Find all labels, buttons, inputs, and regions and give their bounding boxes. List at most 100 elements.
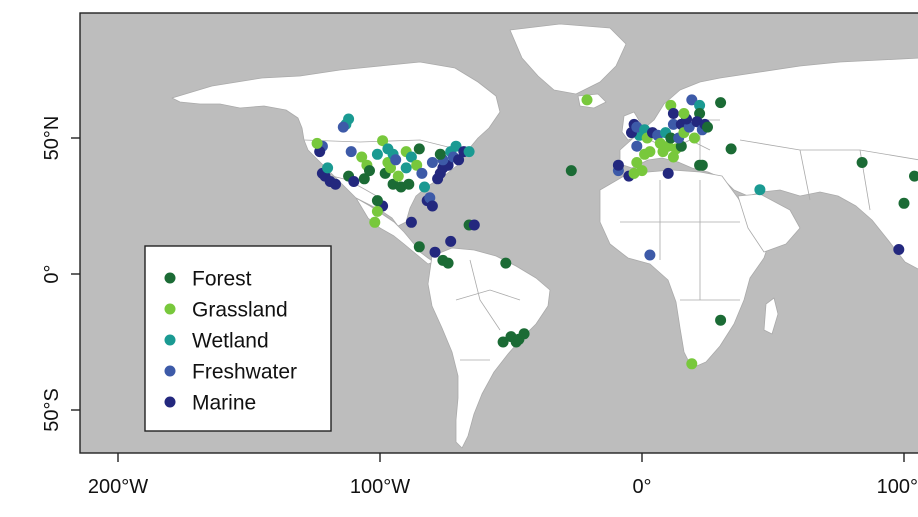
site-point-marine <box>468 219 480 231</box>
site-point-grassland <box>356 151 368 163</box>
x-tick-label: 100°E <box>877 476 918 498</box>
site-point-grassland <box>657 146 669 158</box>
legend-label-freshwater: Freshwater <box>192 361 297 384</box>
south-america-landmass <box>427 247 551 449</box>
site-point-forest <box>413 241 425 253</box>
site-point-forest <box>702 121 713 133</box>
site-point-grassland <box>385 162 396 174</box>
site-point-forest <box>715 97 727 109</box>
site-point-forest <box>442 257 454 269</box>
us-canada-border <box>303 139 461 151</box>
site-point-forest <box>364 165 375 177</box>
africa-borders <box>620 180 740 301</box>
site-point-marine <box>405 216 417 228</box>
site-point-freshwater <box>337 121 349 133</box>
site-point-wetland <box>463 146 475 158</box>
site-point-grassland <box>644 146 656 158</box>
site-point-wetland <box>694 99 706 111</box>
site-point-freshwater <box>416 167 428 179</box>
site-point-grassland <box>369 216 381 228</box>
legend-label-forest: Forest <box>192 268 252 291</box>
y-tick-label: 50°N <box>41 116 63 161</box>
site-point-marine <box>429 246 441 258</box>
site-point-freshwater <box>345 146 357 158</box>
site-point-freshwater <box>426 157 438 168</box>
site-point-forest <box>856 157 868 168</box>
site-point-freshwater <box>667 118 679 130</box>
legend-swatch-grassland <box>164 303 176 315</box>
site-point-grassland <box>411 159 423 171</box>
site-point-forest <box>518 328 530 340</box>
site-point-grassland <box>392 170 404 182</box>
site-point-marine <box>348 176 360 187</box>
y-axis: 50°N 0° 50°S <box>41 116 80 432</box>
plot-frame <box>79 12 918 454</box>
site-point-forest <box>497 336 509 348</box>
site-point-grassland <box>371 205 383 217</box>
x-axis: 200°W 100°W 0° 100°E <box>88 453 918 498</box>
site-point-grassland <box>377 135 389 147</box>
y-tick-label: 50°S <box>41 388 63 432</box>
site-point-forest <box>565 165 577 177</box>
site-point-grassland <box>678 108 690 119</box>
site-point-marine <box>667 108 679 119</box>
legend-swatch-freshwater <box>164 365 176 377</box>
site-point-wetland <box>343 113 355 125</box>
greenland-landmass <box>509 23 627 95</box>
site-point-marine <box>330 178 341 190</box>
site-point-forest <box>371 195 383 207</box>
site-point-marine <box>453 154 465 166</box>
legend-label-marine: Marine <box>192 392 256 415</box>
site-point-wetland <box>419 181 430 193</box>
site-point-wetland <box>405 151 417 163</box>
south-america-borders <box>455 259 521 361</box>
x-tick-label: 200°W <box>88 476 148 498</box>
site-point-forest <box>725 143 737 155</box>
site-point-forest <box>898 197 910 209</box>
site-point-marine <box>445 235 457 247</box>
eurasia-landmass <box>619 57 918 270</box>
site-point-forest <box>403 178 415 190</box>
site-layer <box>311 94 918 370</box>
site-point-marine <box>612 159 624 171</box>
site-point-marine <box>893 244 905 255</box>
site-point-wetland <box>754 184 766 196</box>
border-layer <box>303 110 918 361</box>
madagascar-landmass <box>763 297 779 335</box>
site-point-grassland <box>581 94 593 106</box>
north-america-landmass <box>171 61 501 227</box>
site-point-grassland <box>311 137 323 149</box>
site-point-forest <box>909 170 918 182</box>
site-point-grassland <box>636 165 648 177</box>
site-point-marine <box>426 200 438 212</box>
site-point-wetland <box>371 148 383 160</box>
site-point-freshwater <box>644 249 656 261</box>
arabia-landmass <box>737 193 801 253</box>
site-point-freshwater <box>390 154 402 166</box>
site-point-grassland <box>686 358 698 370</box>
site-point-wetland <box>400 162 412 174</box>
site-point-forest <box>500 257 512 269</box>
site-point-forest <box>413 143 425 155</box>
site-point-forest <box>696 159 708 171</box>
site-point-wetland <box>322 162 334 174</box>
x-tick-label: 100°W <box>350 476 410 498</box>
site-point-freshwater <box>686 94 698 106</box>
site-point-grassland <box>688 132 700 144</box>
site-point-wetland <box>450 140 462 152</box>
site-point-forest <box>434 148 446 160</box>
legend-swatch-wetland <box>164 334 176 346</box>
legend-label-grassland: Grassland <box>192 299 288 322</box>
site-point-freshwater <box>631 140 643 152</box>
site-point-marine <box>662 167 674 179</box>
africa-landmass <box>599 169 771 369</box>
legend-label-wetland: Wetland <box>192 330 269 353</box>
legend-swatch-forest <box>164 272 176 284</box>
site-point-forest <box>358 173 370 185</box>
x-tick-label: 0° <box>632 476 651 498</box>
legend-swatch-marine <box>164 396 176 408</box>
legend-box <box>144 245 332 432</box>
y-tick-label: 0° <box>41 264 63 283</box>
legend: Forest Grassland Wetland Freshwater Marine <box>144 245 332 432</box>
